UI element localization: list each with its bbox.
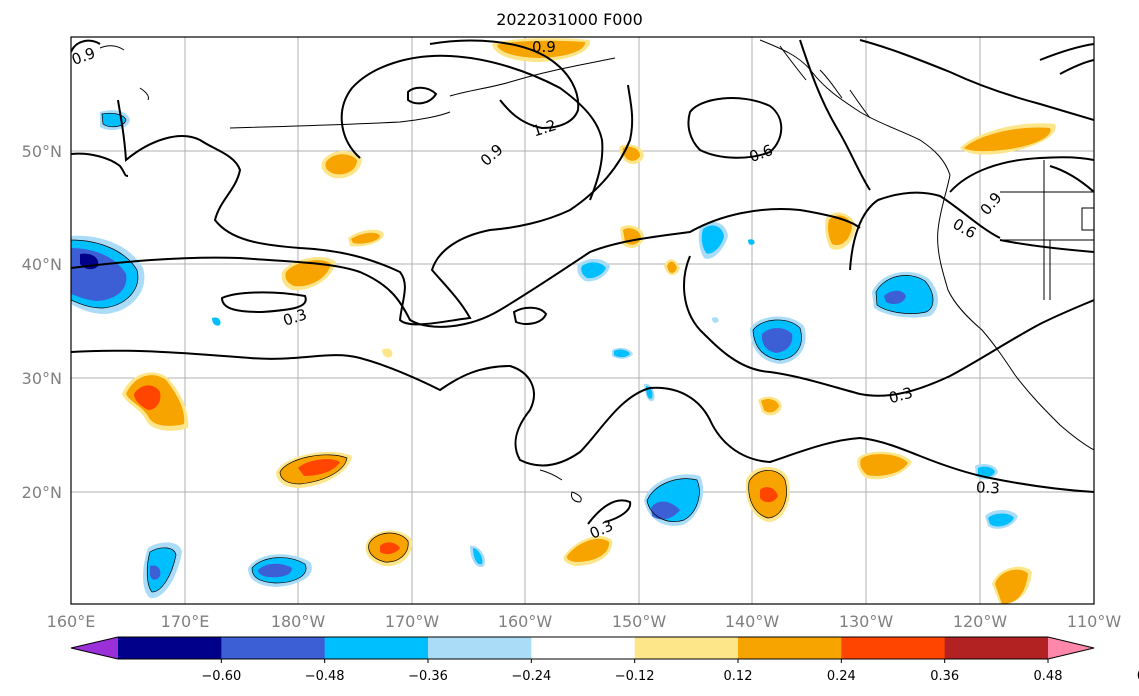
negative-anomaly-patch [872,271,938,318]
contour-line [71,39,129,177]
contour-label: 0.9 [532,38,556,56]
colorbar-tick-label: −0.60 [201,669,241,684]
contour-label: 0.3 [976,478,1001,497]
contour-line [407,86,438,105]
lat-tick-label: 40°N [22,255,62,274]
coastlines [99,39,1094,503]
positive-anomaly-patch [122,372,189,431]
contour-line [117,84,634,326]
colorbar-ticks: −0.60 −0.48 −0.36 −0.24 −0.12 0.12 0.24 0.36 0.4… [201,659,1139,684]
colorbar-segment [738,637,842,659]
positive-anomaly-patch [382,348,393,358]
colorbar-tick-label: 0.60 [1137,669,1139,684]
contour-line [849,191,1001,271]
positive-anomaly-patch [348,229,384,247]
positive-anomaly-patch [321,150,362,179]
positive-anomaly-patch [857,451,912,480]
lon-tick-label: 110°W [1067,612,1122,631]
contour-line [999,165,1094,253]
lat-tick-label: 50°N [22,142,62,161]
positive-anomaly-patch [664,259,680,276]
positive-anomaly-patch [960,123,1056,155]
colorbar: −0.60 −0.48 −0.36 −0.24 −0.12 0.12 0.24 0.36 0.4… [70,636,1139,684]
contour-label: 0.3 [887,384,915,408]
negative-anomaly-patch [143,542,182,599]
positive-anomaly-patch [758,396,782,416]
colorbar-extend-low [71,637,118,659]
negative-anomaly-patch [248,554,312,587]
colorbar-extend-high [1048,637,1094,659]
negative-anomaly-patch [644,474,704,526]
contour-line [687,97,783,159]
lon-tick-label: 150°W [612,612,667,631]
colorbar-segment [944,637,1049,659]
lon-tick-label: 170°E [161,612,210,631]
contour-line [71,208,861,328]
colorbar-segments [71,637,1094,659]
contour-lines [71,39,1094,525]
negative-anomaly-patch [712,317,719,323]
colorbar-tick-label: 0.36 [930,669,959,684]
contour-line [859,39,1094,121]
lon-tick-label: 130°W [839,612,894,631]
negative-anomaly-patch [612,347,633,359]
negative-anomaly-patch [748,239,755,245]
map-area [71,37,1094,604]
colorbar-tick-label: −0.24 [511,669,551,684]
lon-tick-label: 160°E [47,612,96,631]
lon-tick-label: 140°W [725,612,780,631]
negative-anomaly-patch [71,235,145,314]
positive-anomaly-patch [745,466,790,522]
colorbar-segment [841,637,946,659]
colorbar-segment [531,637,636,659]
negative-anomaly-patch [698,221,728,259]
contour-line [340,54,604,201]
latitude-axis: 50°N 40°N 30°N 20°N [22,142,62,502]
colorbar-segment [118,637,222,659]
lon-tick-label: 120°W [953,612,1008,631]
colorbar-outline [70,636,1095,660]
negative-anomaly-patch [985,510,1018,529]
contour-line [220,291,307,314]
colorbar-tick-label: −0.48 [305,669,345,684]
colorbar-tick-label: 0.48 [1034,669,1063,684]
map-border [70,36,1095,605]
contour-line [683,255,1094,397]
positive-anomaly-patch [281,257,336,291]
colorbar-segment [634,637,739,659]
colorbar-tick-label: −0.36 [408,669,448,684]
lat-tick-label: 20°N [22,483,62,502]
negative-anomaly-patch [750,316,806,364]
colorbar-tick-label: 0.24 [827,669,856,684]
lon-tick-label: 170°W [385,612,440,631]
positive-anomaly-patch [365,530,413,567]
map-title: 2022031000 F000 [496,10,643,29]
lon-tick-label: 180°W [271,612,326,631]
patch-outlines [71,112,934,593]
colorbar-segment [428,637,532,659]
contour-line [587,499,632,525]
negative-anomaly-patch [577,258,610,282]
positive-anomaly-patch [563,535,613,566]
contour-line [1039,43,1094,75]
colorbar-tick-label: −0.12 [615,669,655,684]
colorbar-tick-label: 0.12 [724,669,753,684]
lon-tick-label: 160°W [498,612,553,631]
colorbar-segment [221,637,326,659]
contour-line [429,39,580,130]
contour-line [949,156,1094,193]
colorbar-segment [324,637,429,659]
contour-line [71,349,1094,493]
negative-anomaly-patch [470,545,485,568]
longitude-axis: 160°E 170°E 180°W 170°W 160°W 150°W 140°… [47,612,1122,631]
contour-line [799,39,871,191]
negative-anomaly-patch [212,317,221,326]
positive-anomaly-patch [992,566,1032,604]
lat-tick-label: 30°N [22,369,62,388]
contour-line [512,306,548,325]
